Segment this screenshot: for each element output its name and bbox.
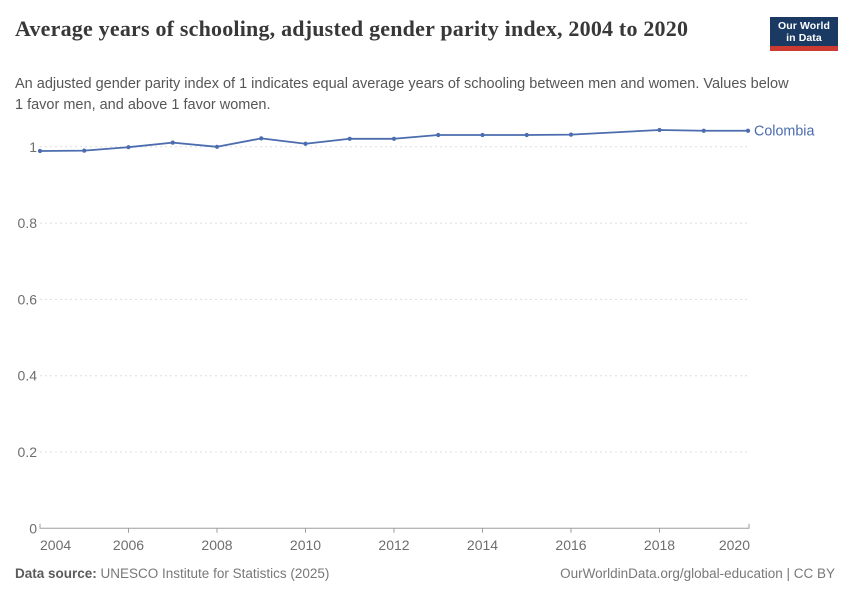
series-point[interactable]: [524, 132, 529, 138]
chart-subtitle: An adjusted gender parity index of 1 ind…: [15, 76, 789, 113]
series-point[interactable]: [391, 136, 397, 141]
x-axis-tick-label: 2016: [555, 537, 586, 553]
y-axis-tick-label: 1: [29, 139, 37, 155]
series-point[interactable]: [170, 140, 175, 145]
x-axis-tick-label: 2012: [378, 537, 409, 553]
series-point[interactable]: [701, 128, 706, 133]
series-point[interactable]: [347, 136, 352, 141]
series-point[interactable]: [436, 132, 441, 138]
series-point[interactable]: [480, 132, 485, 138]
x-axis-tick-label: 2020: [719, 537, 750, 553]
series-point[interactable]: [126, 145, 131, 150]
x-axis-tick-label: 2008: [201, 537, 232, 553]
series-point[interactable]: [568, 132, 574, 137]
owid-logo-text: Our World in Data: [770, 17, 838, 46]
page-title: Average years of schooling, adjusted gen…: [15, 16, 689, 41]
series-line-colombia[interactable]: [39, 129, 748, 152]
series-point[interactable]: [657, 127, 662, 133]
x-axis-tick-label: 2018: [644, 537, 675, 553]
chart-footer: Data source: UNESCO Institute for Statis…: [15, 566, 835, 581]
y-axis-tick-label: 0.6: [18, 291, 38, 307]
owid-logo-line2: in Data: [786, 31, 822, 44]
x-axis-line: [39, 523, 750, 529]
x-axis-tick-label: 2014: [467, 537, 498, 553]
owid-logo-line1: Our World: [777, 19, 831, 32]
x-axis-tick-label: 2004: [40, 537, 71, 553]
data-source-value: UNESCO Institute for Statistics (2025): [96, 566, 330, 581]
x-axis-tick-label: 2006: [113, 537, 144, 553]
owid-logo[interactable]: Our World in Data: [770, 17, 838, 51]
y-axis-tick-label: 0.2: [18, 444, 38, 460]
series-point[interactable]: [745, 128, 751, 133]
series-point[interactable]: [37, 148, 43, 154]
data-source: Data source: UNESCO Institute for Statis…: [15, 566, 329, 581]
series-point[interactable]: [82, 148, 87, 153]
series-point[interactable]: [259, 136, 264, 141]
y-axis-tick-label: 0.4: [18, 368, 38, 384]
owid-logo-redbar: [770, 46, 838, 51]
series-label-colombia[interactable]: Colombia: [754, 123, 814, 139]
chart-canvas: 0 0.2 0.4 0.6 0.8 1 2004 2006 2008 2010 2012 2014 20…: [18, 123, 815, 553]
x-axis-tick-label: 2010: [290, 537, 321, 553]
y-axis-tick-label: 0: [29, 520, 37, 536]
series-point[interactable]: [303, 141, 308, 146]
attribution[interactable]: OurWorldinData.org/global-education | CC…: [560, 566, 835, 581]
data-source-label: Data source:: [15, 566, 97, 581]
y-axis-tick-label: 0.8: [18, 215, 38, 231]
series-point[interactable]: [214, 144, 220, 149]
